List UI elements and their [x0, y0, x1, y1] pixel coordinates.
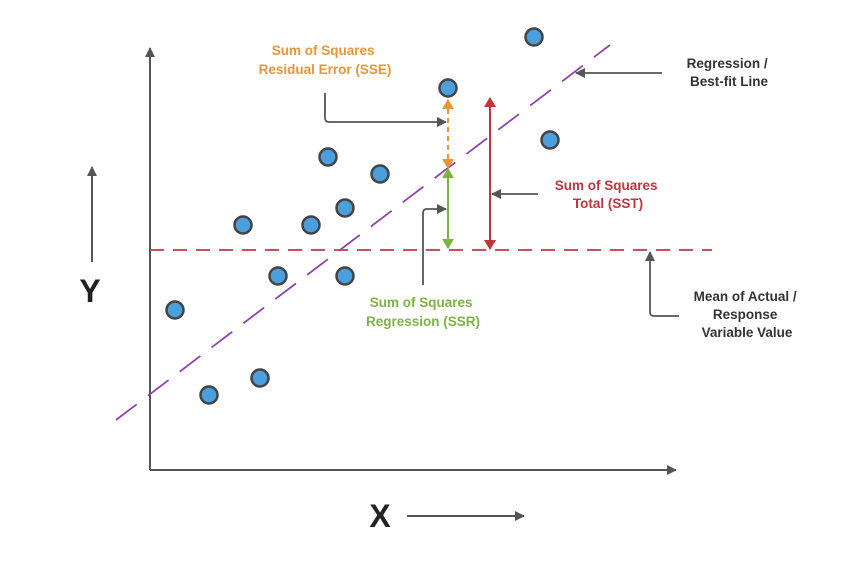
sse-pointer [324, 93, 447, 127]
data-point [199, 385, 219, 405]
ssr-label: Sum of Squares Regression (SSR) [366, 295, 480, 329]
data-point [438, 78, 458, 98]
data-point [335, 198, 355, 218]
data-point [318, 147, 338, 167]
sse-label: Sum of Squares Residual Error (SSE) [259, 43, 392, 77]
regression-label: Regression / Best-fit Line [687, 56, 772, 89]
data-point [335, 266, 355, 286]
regression-line [115, 44, 611, 421]
data-point [165, 300, 185, 320]
data-point [233, 215, 253, 235]
data-point [524, 27, 544, 47]
data-point [370, 164, 390, 184]
data-points [165, 27, 560, 405]
data-point [301, 215, 321, 235]
mean-label: Mean of Actual / Response Variable Value [694, 289, 801, 340]
y-axis-label: Y [79, 273, 100, 309]
data-point [250, 368, 270, 388]
data-point [268, 266, 288, 286]
data-point [540, 130, 560, 150]
mean-pointer [645, 251, 679, 317]
x-axis-label: X [369, 498, 391, 534]
ssr-pointer [422, 204, 447, 285]
sst-label: Sum of Squares Total (SST) [555, 178, 662, 211]
